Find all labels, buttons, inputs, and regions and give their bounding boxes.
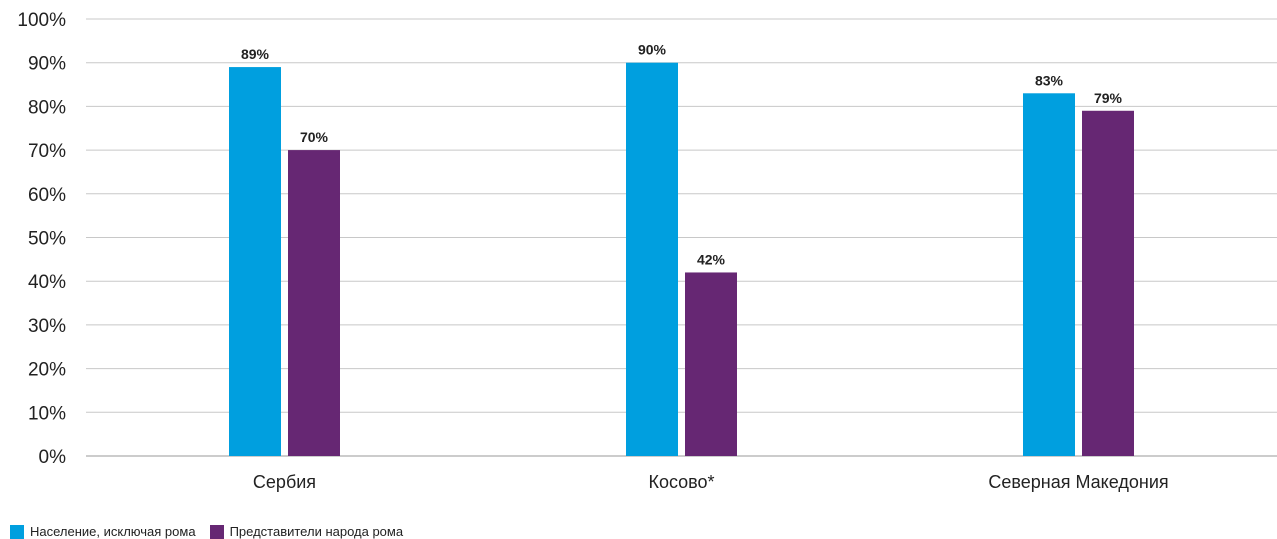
legend-label-series-2: Представители народа рома (229, 524, 404, 539)
y-tick-label: 70% (28, 141, 66, 162)
data-label: 89% (241, 46, 270, 62)
bar (229, 67, 281, 456)
y-tick-label: 90% (28, 54, 66, 75)
y-tick-label: 40% (28, 272, 66, 293)
data-label: 70% (300, 129, 329, 145)
bars: 89% 70% 90% 42% 83% 79% (229, 42, 1134, 457)
y-tick-label: 80% (28, 97, 66, 118)
bar (288, 150, 340, 456)
bar (685, 272, 737, 456)
x-category-label: Косово* (648, 472, 714, 492)
data-label: 83% (1035, 72, 1064, 88)
y-axis: 0% 10% 20% 30% 40% 50% 60% 70% 80% 90% 100% (17, 10, 66, 468)
legend-swatch-series-2 (209, 524, 224, 539)
y-tick-label: 20% (28, 360, 66, 381)
legend-item-series-1: Население, исключая рома (10, 524, 196, 539)
y-tick-label: 60% (28, 185, 66, 206)
y-tick-label: 10% (28, 403, 66, 424)
legend-label-series-1: Население, исключая рома (30, 524, 196, 539)
legend: Население, исключая рома Представители н… (10, 524, 417, 539)
y-tick-label: 50% (28, 229, 66, 250)
data-label: 79% (1094, 90, 1123, 106)
x-axis: Сербия Косово* Северная Македония (253, 472, 1169, 492)
bar (1023, 93, 1075, 456)
y-tick-label: 30% (28, 316, 66, 337)
data-label: 90% (638, 42, 667, 58)
gridlines (86, 18, 1277, 457)
data-label: 42% (697, 251, 726, 267)
x-category-label: Северная Македония (988, 472, 1168, 492)
y-tick-label: 100% (17, 10, 66, 31)
legend-item-series-2: Представители народа рома (209, 524, 404, 539)
bar (1082, 110, 1134, 457)
legend-swatch-series-1 (10, 524, 24, 539)
x-category-label: Сербия (253, 472, 316, 492)
bar-chart: 0% 10% 20% 30% 40% 50% 60% 70% 80% 90% 100% 89% 70%… (17, 10, 1277, 492)
bar (626, 62, 678, 456)
y-tick-label: 0% (39, 447, 67, 468)
